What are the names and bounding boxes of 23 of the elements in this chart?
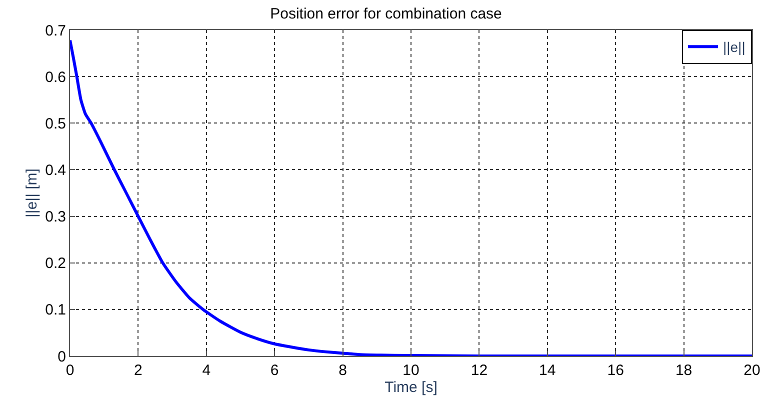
y-tick-label: 0.5: [45, 115, 66, 132]
x-axis-title: Time [s]: [384, 379, 438, 396]
y-tick-label: 0.2: [45, 255, 66, 272]
x-tick-label: 12: [470, 362, 488, 379]
y-tick-label: 0.6: [45, 68, 66, 86]
x-tick-label: 6: [270, 362, 279, 379]
y-tick-label: 0: [58, 348, 66, 366]
y-tick-label: 0.4: [45, 162, 66, 179]
line-series: [70, 38, 752, 356]
x-tick-label: 16: [607, 362, 624, 379]
x-tick-label: 18: [675, 362, 692, 379]
y-tick-label: 0.3: [45, 208, 66, 226]
chart-title: Position error for combination case: [270, 6, 502, 23]
x-tick-label: 8: [338, 362, 347, 379]
x-tick-label: 4: [202, 362, 211, 379]
y-tick-label: 0.7: [45, 22, 66, 40]
y-tick-label: 0.1: [45, 302, 66, 319]
x-tick-label: 14: [539, 362, 556, 379]
x-tick-label: 20: [744, 362, 760, 379]
y-axis-title: ||e|| [m]: [23, 168, 40, 218]
legend-label: ||e||: [723, 39, 746, 56]
x-tick-label: 2: [134, 362, 142, 379]
x-tick-label: 10: [402, 362, 420, 379]
